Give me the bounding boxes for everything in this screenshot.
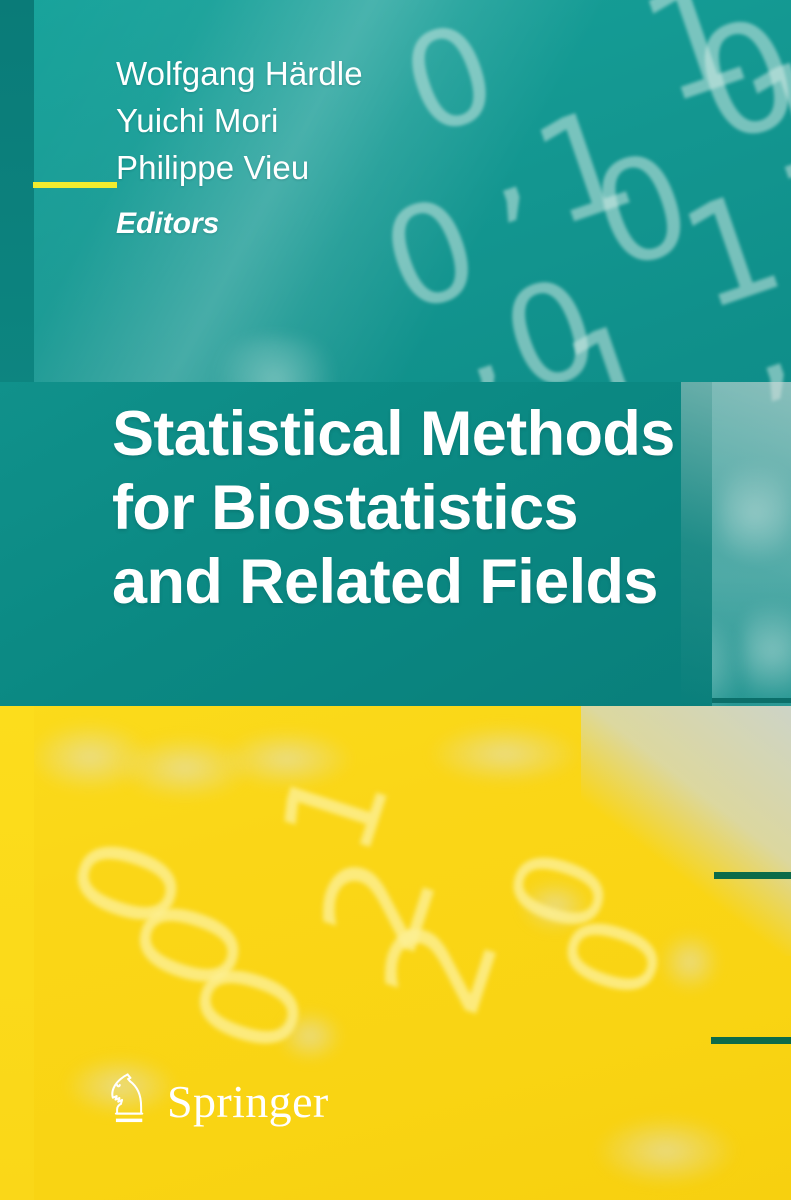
author-name-2: Yuichi Mori [116, 102, 279, 139]
background-digit: 0 [483, 834, 640, 950]
background-digit: 0 [43, 820, 217, 948]
book-title: Statistical Methods for Biostatistics an… [112, 397, 752, 619]
yellow-smoke-blob [660, 932, 720, 992]
background-digit: 1 [726, 23, 791, 219]
background-digit: 0 [537, 900, 694, 1016]
yellow-smoke-blob [520, 880, 590, 932]
green-rule-lower [711, 1037, 791, 1044]
yellow-smoke-blob [430, 724, 580, 784]
background-digit: 2 [351, 900, 532, 1034]
editors-label: Editors [116, 207, 220, 240]
title-line-1: Statistical Methods [112, 399, 675, 469]
yellow-smoke-blob [30, 722, 150, 792]
title-line-3: and Related Fields [112, 547, 658, 617]
background-digit: 1 [252, 748, 420, 872]
title-line-2: for Biostatistics [112, 473, 579, 543]
author-accent-underline [33, 182, 117, 188]
author-name-3: Philippe Vieu [116, 149, 310, 186]
yellow-smoke-blob [278, 1010, 342, 1062]
yellow-left-edge-strip [0, 706, 34, 1200]
springer-logo: Springer [104, 1070, 329, 1128]
green-rule-upper [714, 872, 791, 879]
yellow-smoke-blob [222, 730, 352, 788]
panel-bottom-rule [712, 698, 791, 703]
springer-wordmark: Springer [167, 1076, 329, 1127]
background-digit: 0 [165, 944, 339, 1072]
springer-knight-icon [111, 1073, 144, 1123]
author-name-1: Wolfgang Härdle [116, 55, 363, 92]
title-panel [0, 382, 712, 706]
background-digit: 0 [105, 882, 279, 1010]
background-digit: 2 [289, 838, 470, 972]
author-block: Wolfgang Härdle Yuichi Mori Philippe Vie… [116, 50, 736, 244]
yellow-smoke-blob [120, 736, 250, 800]
yellow-smoke-blob [596, 1116, 736, 1186]
